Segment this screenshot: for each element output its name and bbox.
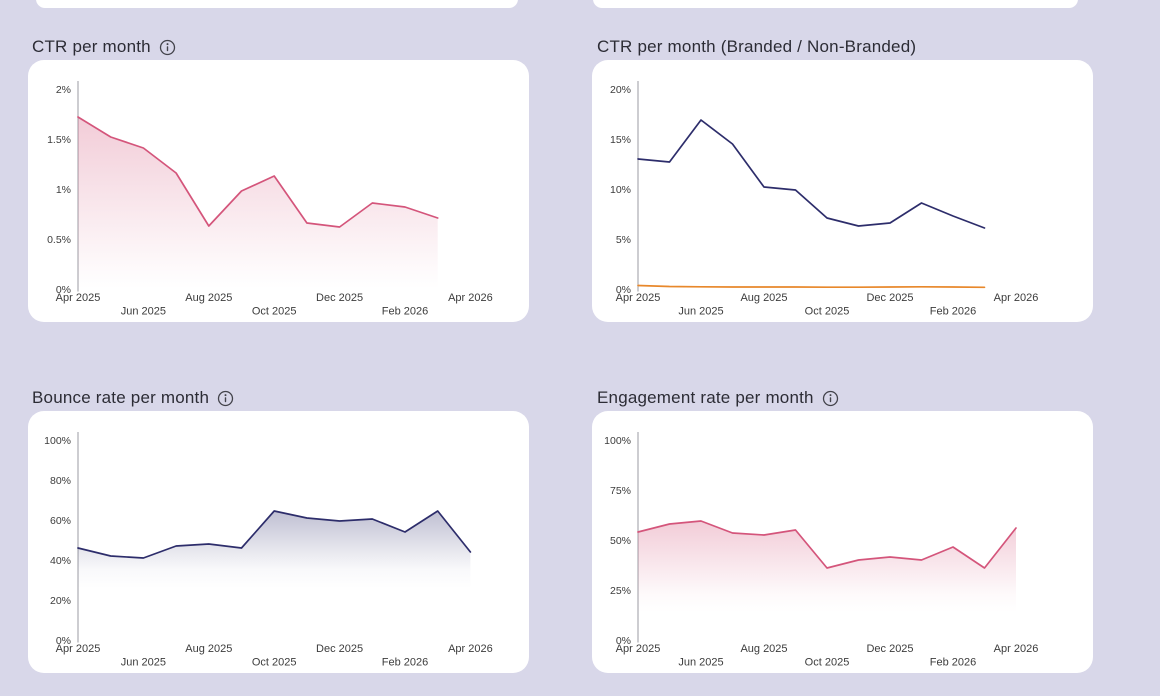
chart-card-engagement: 0% 25% 50% 75% 100% Apr 2025 Jun 2025 Aug 2025 O… [592, 411, 1093, 673]
svg-text:Jun 2025: Jun 2025 [121, 657, 166, 669]
svg-text:Aug 2025: Aug 2025 [740, 292, 787, 304]
info-icon[interactable] [159, 39, 176, 56]
chart-title-ctr-branded: CTR per month (Branded / Non-Branded) [592, 34, 1093, 60]
svg-text:Oct 2025: Oct 2025 [805, 657, 850, 669]
svg-text:0%: 0% [616, 284, 631, 296]
engagement-rate-line-chart: 0% 25% 50% 75% 100% Apr 2025 Jun 2025 Aug 2025 O… [604, 432, 1039, 669]
svg-text:Oct 2025: Oct 2025 [252, 657, 297, 669]
chart-title-text: Engagement rate per month [597, 388, 814, 407]
info-icon[interactable] [822, 390, 839, 407]
svg-text:50%: 50% [610, 535, 631, 547]
svg-text:Jun 2025: Jun 2025 [678, 657, 723, 669]
svg-text:60%: 60% [50, 515, 71, 527]
chart-card-ctr: 0% 0.5% 1% 1.5% 2% Apr 2025 Jun 2025 Aug 2025 Oc… [28, 60, 529, 322]
panel-engagement-rate: Engagement rate per month 0% 25% 50% 75% 100… [592, 385, 1093, 673]
svg-text:25%: 25% [610, 585, 631, 597]
svg-text:Feb 2026: Feb 2026 [930, 306, 976, 318]
svg-text:100%: 100% [44, 435, 71, 447]
panel-bounce-rate: Bounce rate per month 0% 20% 40% 60% 80% 100%… [28, 385, 529, 673]
svg-text:Feb 2026: Feb 2026 [382, 657, 428, 669]
partial-card-top-left [36, 0, 518, 8]
svg-text:Feb 2026: Feb 2026 [382, 306, 428, 318]
svg-text:0%: 0% [56, 635, 71, 647]
svg-text:5%: 5% [616, 234, 631, 246]
panel-ctr: CTR per month 0% 0.5% 1% 1.5% 2% Apr 2025 Jun … [28, 34, 529, 322]
svg-text:Apr 2026: Apr 2026 [448, 643, 493, 655]
svg-text:1.5%: 1.5% [47, 134, 71, 146]
info-icon[interactable] [217, 390, 234, 407]
chart-title-text: CTR per month [32, 37, 151, 56]
svg-text:40%: 40% [50, 555, 71, 567]
svg-text:15%: 15% [610, 134, 631, 146]
svg-text:0.5%: 0.5% [47, 234, 71, 246]
chart-card-bounce: 0% 20% 40% 60% 80% 100% Apr 2025 Jun 2025 Aug 20… [28, 411, 529, 673]
chart-title-engagement: Engagement rate per month [592, 385, 1093, 411]
svg-text:20%: 20% [610, 84, 631, 96]
svg-text:Oct 2025: Oct 2025 [252, 306, 297, 318]
svg-text:Oct 2025: Oct 2025 [805, 306, 850, 318]
svg-text:Aug 2025: Aug 2025 [185, 292, 232, 304]
svg-text:10%: 10% [610, 184, 631, 196]
svg-text:2%: 2% [56, 84, 71, 96]
svg-text:1%: 1% [56, 184, 71, 196]
svg-text:Apr 2025: Apr 2025 [56, 292, 101, 304]
svg-text:75%: 75% [610, 485, 631, 497]
svg-text:Apr 2026: Apr 2026 [994, 643, 1039, 655]
chart-title-ctr: CTR per month [28, 34, 529, 60]
svg-text:Dec 2025: Dec 2025 [316, 643, 363, 655]
ctr-branded-line-chart: 0% 5% 10% 15% 20% Apr 2025 Jun 2025 Aug 2025 Oct… [610, 81, 1039, 318]
partial-card-top-right [593, 0, 1078, 8]
svg-text:20%: 20% [50, 595, 71, 607]
svg-text:0%: 0% [56, 284, 71, 296]
svg-text:80%: 80% [50, 475, 71, 487]
svg-text:Aug 2025: Aug 2025 [740, 643, 787, 655]
svg-text:Feb 2026: Feb 2026 [930, 657, 976, 669]
ctr-line-chart: 0% 0.5% 1% 1.5% 2% Apr 2025 Jun 2025 Aug 2025 Oc… [47, 81, 493, 318]
svg-text:Dec 2025: Dec 2025 [316, 292, 363, 304]
svg-text:Apr 2026: Apr 2026 [448, 292, 493, 304]
svg-text:Jun 2025: Jun 2025 [121, 306, 166, 318]
chart-title-bounce: Bounce rate per month [28, 385, 529, 411]
svg-text:Dec 2025: Dec 2025 [866, 292, 913, 304]
bounce-rate-line-chart: 0% 20% 40% 60% 80% 100% Apr 2025 Jun 2025 Aug 20… [44, 432, 493, 669]
panel-ctr-branded: CTR per month (Branded / Non-Branded) 0%… [592, 34, 1093, 322]
chart-card-ctr-branded: 0% 5% 10% 15% 20% Apr 2025 Jun 2025 Aug 2025 Oct… [592, 60, 1093, 322]
svg-text:0%: 0% [616, 635, 631, 647]
svg-text:Apr 2025: Apr 2025 [616, 643, 661, 655]
chart-title-text: Bounce rate per month [32, 388, 210, 407]
svg-text:Jun 2025: Jun 2025 [678, 306, 723, 318]
chart-title-text: CTR per month (Branded / Non-Branded) [597, 37, 917, 56]
svg-text:100%: 100% [604, 435, 631, 447]
svg-text:Apr 2025: Apr 2025 [616, 292, 661, 304]
svg-text:Apr 2026: Apr 2026 [994, 292, 1039, 304]
svg-text:Dec 2025: Dec 2025 [866, 643, 913, 655]
svg-text:Aug 2025: Aug 2025 [185, 643, 232, 655]
svg-text:Apr 2025: Apr 2025 [56, 643, 101, 655]
